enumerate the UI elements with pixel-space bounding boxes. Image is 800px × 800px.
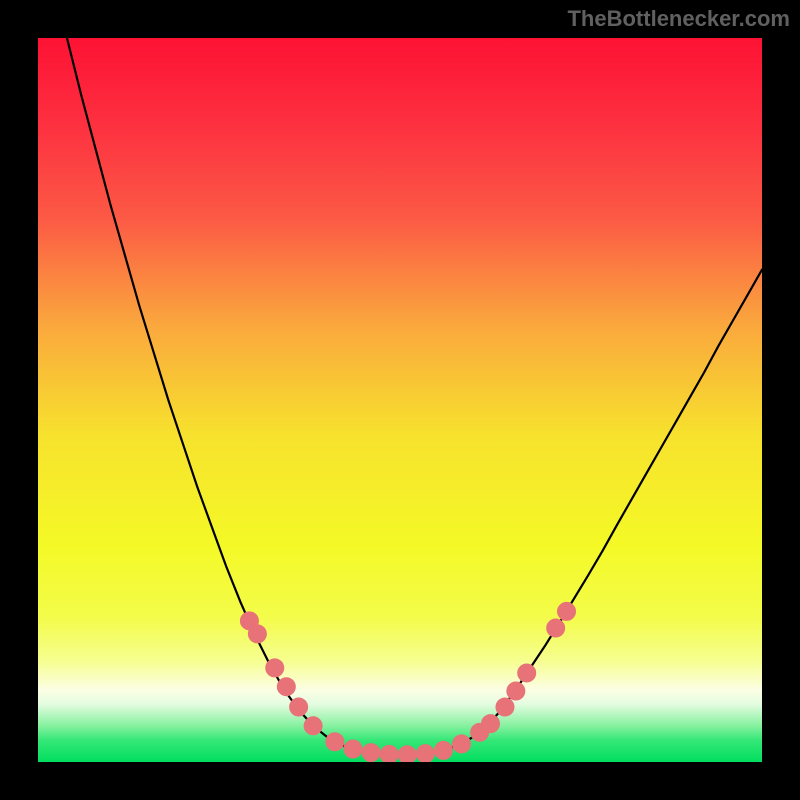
data-marker — [304, 717, 322, 735]
data-marker — [326, 733, 344, 751]
watermark-text: TheBottlenecker.com — [567, 6, 790, 32]
data-marker — [398, 746, 416, 762]
data-marker — [496, 698, 514, 716]
data-marker — [434, 741, 452, 759]
data-marker — [518, 664, 536, 682]
gradient-background — [38, 38, 762, 762]
plot-area — [38, 38, 762, 762]
chart-svg — [38, 38, 762, 762]
data-marker — [362, 744, 380, 762]
data-marker — [248, 625, 266, 643]
data-marker — [344, 740, 362, 758]
data-marker — [380, 745, 398, 762]
data-marker — [266, 659, 284, 677]
data-marker — [453, 735, 471, 753]
data-marker — [416, 745, 434, 762]
data-marker — [482, 715, 500, 733]
chart-container: TheBottlenecker.com — [0, 0, 800, 800]
data-marker — [290, 698, 308, 716]
data-marker — [547, 619, 565, 637]
data-marker — [277, 678, 295, 696]
data-marker — [558, 602, 576, 620]
data-marker — [507, 682, 525, 700]
